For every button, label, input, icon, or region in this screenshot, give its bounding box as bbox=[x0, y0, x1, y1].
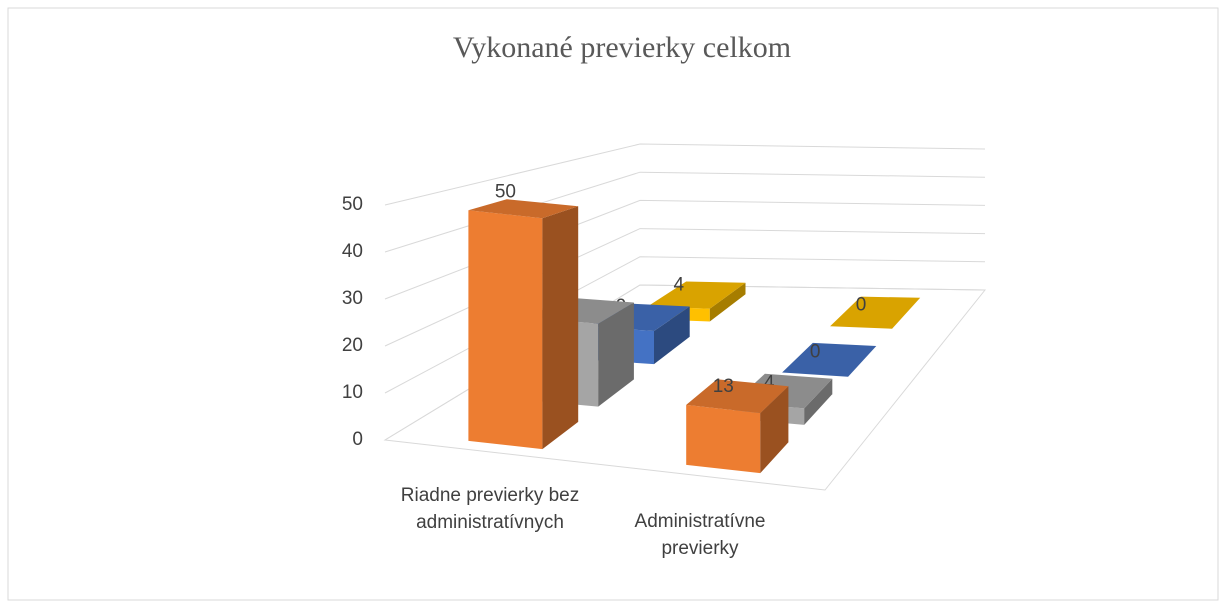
bar-top bbox=[782, 342, 877, 377]
bar-top bbox=[468, 199, 579, 219]
y-tick-label: 30 bbox=[342, 288, 363, 309]
y-tick-label: 10 bbox=[342, 382, 363, 403]
bar-side bbox=[598, 302, 634, 407]
y-tick-label: 50 bbox=[342, 194, 363, 215]
bar-front bbox=[468, 210, 543, 450]
x-tick-label: Administratívne previerky bbox=[634, 511, 766, 559]
bar-top bbox=[686, 379, 789, 414]
data-label: 50 bbox=[495, 181, 516, 202]
bar-top bbox=[647, 281, 746, 309]
y-tick-label: 40 bbox=[342, 241, 363, 262]
bar-front bbox=[686, 404, 761, 474]
bar-side bbox=[542, 206, 579, 450]
bar-side bbox=[709, 282, 746, 322]
bar-side bbox=[760, 386, 789, 474]
data-label: 0 bbox=[810, 342, 821, 363]
data-label: 4 bbox=[764, 372, 775, 393]
bar-side bbox=[804, 378, 833, 425]
bar-side bbox=[654, 306, 690, 365]
bar-top bbox=[830, 296, 921, 329]
x-tick-label: Riadne previerky bez administratívnych bbox=[400, 485, 580, 533]
chart-title: Vykonané previerky celkom bbox=[453, 31, 791, 64]
data-label: 13 bbox=[713, 376, 734, 397]
data-label: 4 bbox=[674, 275, 685, 296]
data-label: 0 bbox=[856, 294, 867, 315]
y-tick-label: 20 bbox=[342, 335, 363, 356]
y-tick-label: 0 bbox=[352, 429, 363, 450]
grid-line bbox=[384, 143, 986, 206]
